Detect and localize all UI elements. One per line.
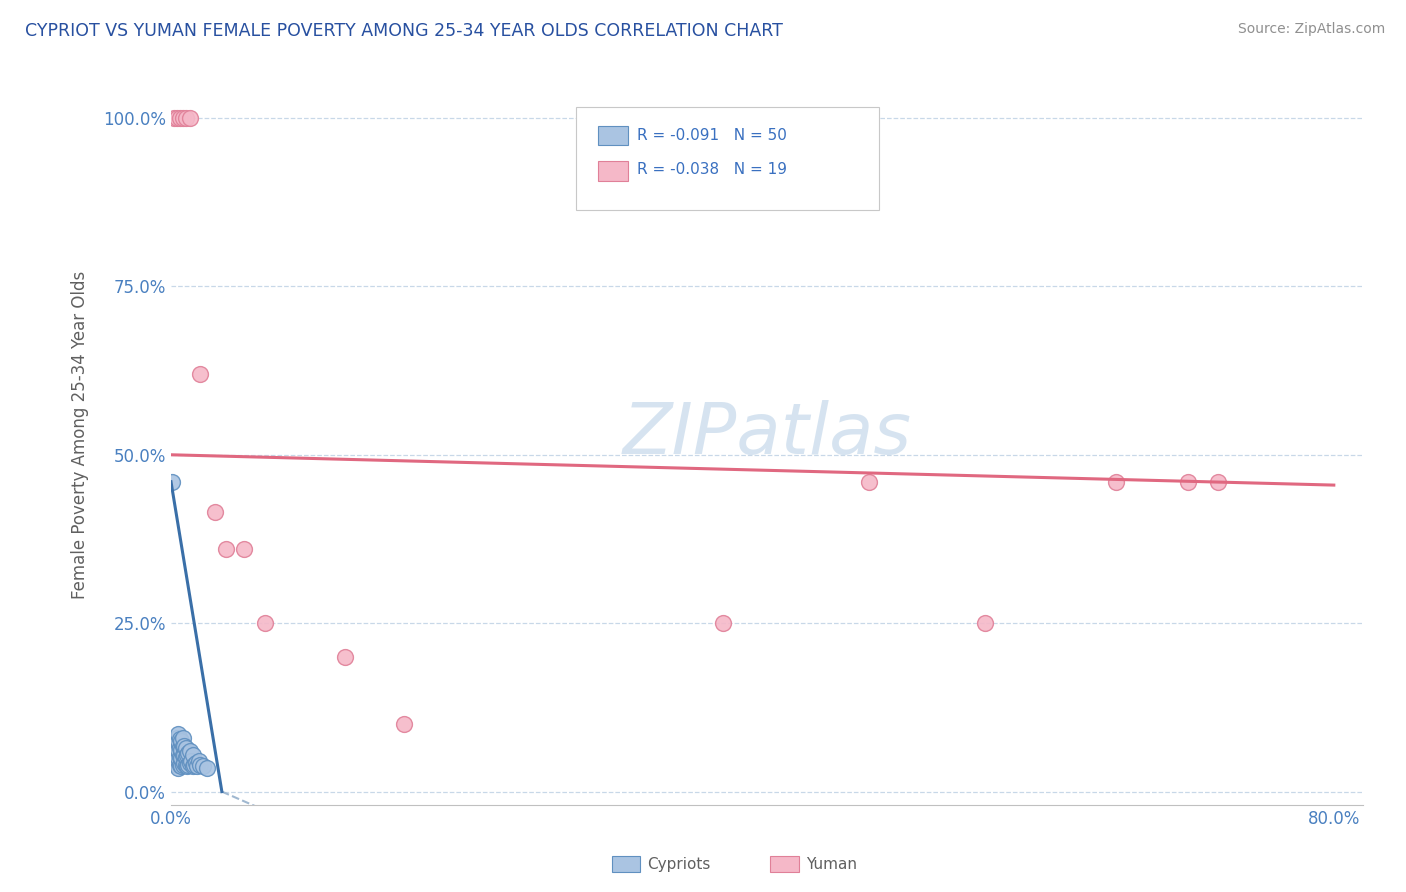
Point <box>167 743 190 757</box>
Point <box>166 757 188 772</box>
Point <box>186 759 208 773</box>
Point <box>169 757 191 772</box>
Point <box>215 542 238 557</box>
Point <box>173 739 195 753</box>
Point <box>172 111 194 125</box>
Point <box>188 367 211 381</box>
Text: Cypriots: Cypriots <box>647 857 710 871</box>
Point <box>184 756 207 771</box>
Point <box>170 751 193 765</box>
Point <box>174 111 197 125</box>
Point <box>177 757 200 772</box>
Point <box>392 717 415 731</box>
Point <box>204 505 226 519</box>
Text: Yuman: Yuman <box>806 857 856 871</box>
Point <box>165 754 187 768</box>
Point <box>162 754 184 768</box>
Point <box>188 757 211 772</box>
Point <box>173 756 195 771</box>
Point <box>169 111 191 125</box>
Point <box>165 734 187 748</box>
Point <box>173 747 195 762</box>
Point <box>167 751 190 765</box>
Point <box>1177 475 1199 489</box>
Point <box>1206 475 1229 489</box>
Y-axis label: Female Poverty Among 25-34 Year Olds: Female Poverty Among 25-34 Year Olds <box>72 270 89 599</box>
Point <box>163 111 186 125</box>
Point <box>169 732 191 747</box>
Point <box>166 111 188 125</box>
Point <box>163 738 186 752</box>
Point <box>187 754 209 768</box>
Point <box>176 759 198 773</box>
Text: R = -0.038   N = 19: R = -0.038 N = 19 <box>637 162 787 178</box>
Point <box>335 649 357 664</box>
Point <box>172 731 194 745</box>
Text: Source: ZipAtlas.com: Source: ZipAtlas.com <box>1237 22 1385 37</box>
Point <box>165 744 187 758</box>
Point <box>254 616 277 631</box>
Point <box>170 759 193 773</box>
Point <box>179 756 201 771</box>
Point <box>170 743 193 757</box>
Point <box>181 759 204 773</box>
Point <box>166 739 188 753</box>
Point <box>170 734 193 748</box>
Point <box>167 727 190 741</box>
Point <box>174 749 197 764</box>
Point <box>191 759 214 773</box>
Point <box>169 749 191 764</box>
Point <box>195 761 218 775</box>
Point <box>174 740 197 755</box>
Point <box>166 747 188 762</box>
Point <box>180 754 202 768</box>
Point <box>177 746 200 760</box>
Point <box>169 740 191 755</box>
Point <box>167 761 190 775</box>
Point <box>711 616 734 631</box>
Point <box>174 757 197 772</box>
Point <box>1105 475 1128 489</box>
Point <box>974 616 997 631</box>
Point <box>183 757 205 772</box>
Point <box>172 739 194 753</box>
Point <box>162 475 184 489</box>
Point <box>163 747 186 762</box>
Point <box>179 744 201 758</box>
Text: ZIPatlas: ZIPatlas <box>623 401 911 469</box>
Point <box>181 747 204 762</box>
Point <box>176 747 198 762</box>
Point <box>179 111 201 125</box>
Point <box>172 757 194 772</box>
Text: CYPRIOT VS YUMAN FEMALE POVERTY AMONG 25-34 YEAR OLDS CORRELATION CHART: CYPRIOT VS YUMAN FEMALE POVERTY AMONG 25… <box>25 22 783 40</box>
Point <box>167 734 190 748</box>
Point <box>858 475 880 489</box>
Point <box>232 542 254 557</box>
Text: R = -0.091   N = 50: R = -0.091 N = 50 <box>637 128 787 143</box>
Point <box>172 747 194 762</box>
Point <box>166 731 188 745</box>
